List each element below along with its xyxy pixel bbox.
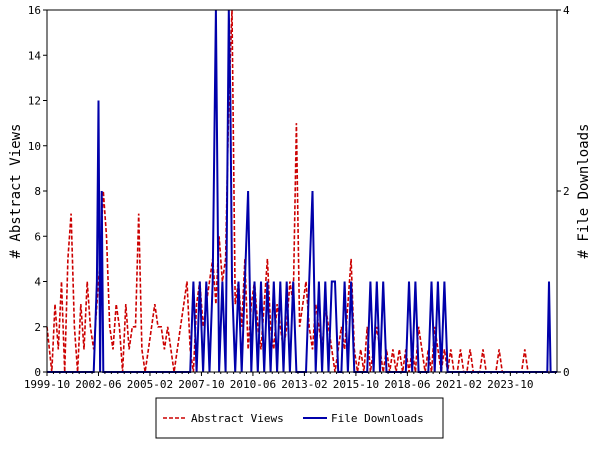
x-tick-label: 1999-10 <box>24 378 70 391</box>
legend-label-abstract-views: Abstract Views <box>191 412 284 425</box>
x-axis: 1999-10 2002-06 2005-02 2007-10 2010-06 2013-… <box>24 372 556 391</box>
y-tick-label-left: 8 <box>34 185 41 198</box>
legend-box <box>155 397 444 439</box>
x-tick-label: 2005-02 <box>127 378 173 391</box>
x-tick-label: 2002-06 <box>75 378 121 391</box>
x-tick-label: 2018-06 <box>384 378 430 391</box>
x-tick-label: 2021-02 <box>436 378 482 391</box>
y-tick-label-left: 2 <box>34 321 41 334</box>
y-tick-label-left: 12 <box>28 95 41 108</box>
y-axis-label-right: # File Downloads <box>576 124 592 259</box>
y-tick-label-left: 4 <box>34 276 41 289</box>
y-tick-label-left: 10 <box>28 140 41 153</box>
y-tick-label-right: 2 <box>563 185 570 198</box>
left-axis: 0 2 4 6 8 10 12 14 16 <box>28 4 47 379</box>
series-abstract-views <box>46 9 557 373</box>
y-axis-label-left: # Abstract Views <box>8 124 24 259</box>
x-tick-label: 2015-10 <box>333 378 379 391</box>
x-tick-label: 2023-10 <box>487 378 533 391</box>
x-tick-label: 2010-06 <box>230 378 276 391</box>
y-tick-label-right: 4 <box>563 4 570 17</box>
right-axis: 0 2 4 <box>557 4 570 379</box>
legend-label-file-downloads: File Downloads <box>331 412 424 425</box>
y-tick-label-left: 14 <box>28 49 42 62</box>
legend: Abstract Views File Downloads <box>155 397 444 439</box>
y-tick-label-left: 0 <box>34 366 41 379</box>
y-tick-label-right: 0 <box>563 366 570 379</box>
y-tick-label-left: 6 <box>34 230 41 243</box>
x-tick-label: 2007-10 <box>178 378 224 391</box>
y-tick-label-left: 16 <box>28 4 41 17</box>
x-tick-label: 2013-02 <box>281 378 327 391</box>
